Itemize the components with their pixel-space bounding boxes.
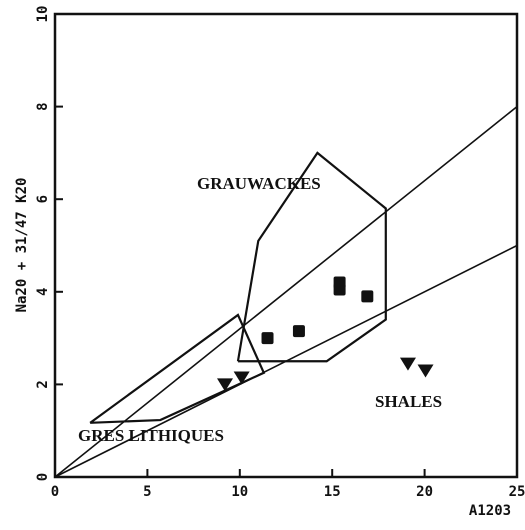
field-label: GRAUWACKES — [197, 174, 321, 193]
y-tick-label: 10 — [35, 6, 51, 23]
point — [361, 290, 374, 303]
y-tick-label: 2 — [35, 380, 51, 388]
x-tick-label: 0 — [51, 484, 59, 500]
x-tick-label: 15 — [324, 484, 341, 500]
point — [217, 378, 234, 392]
point — [233, 371, 250, 385]
x-axis-label: A1203 — [469, 503, 511, 519]
point — [417, 364, 434, 378]
field-polygon — [236, 151, 387, 363]
field-label: GRES LITHIQUES — [78, 426, 224, 445]
plot-frame — [53, 12, 519, 479]
y-tick-label: 8 — [35, 102, 51, 110]
y-axis-label: Na20 + 31/47 K20 — [14, 178, 30, 313]
point — [399, 357, 416, 371]
field-polygon — [89, 313, 266, 424]
x-tick-label: 10 — [231, 484, 248, 500]
y-tick-label: 4 — [35, 288, 51, 296]
x-tick-label: 25 — [509, 484, 525, 500]
y-tick-label: 0 — [35, 473, 51, 481]
x-tick-label: 5 — [143, 484, 151, 500]
field-label: SHALES — [375, 392, 442, 411]
point — [333, 283, 346, 296]
reference-line — [54, 105, 518, 478]
point — [261, 332, 274, 345]
x-tick-label: 20 — [416, 484, 433, 500]
point — [292, 325, 305, 338]
y-tick-label: 6 — [35, 195, 51, 203]
